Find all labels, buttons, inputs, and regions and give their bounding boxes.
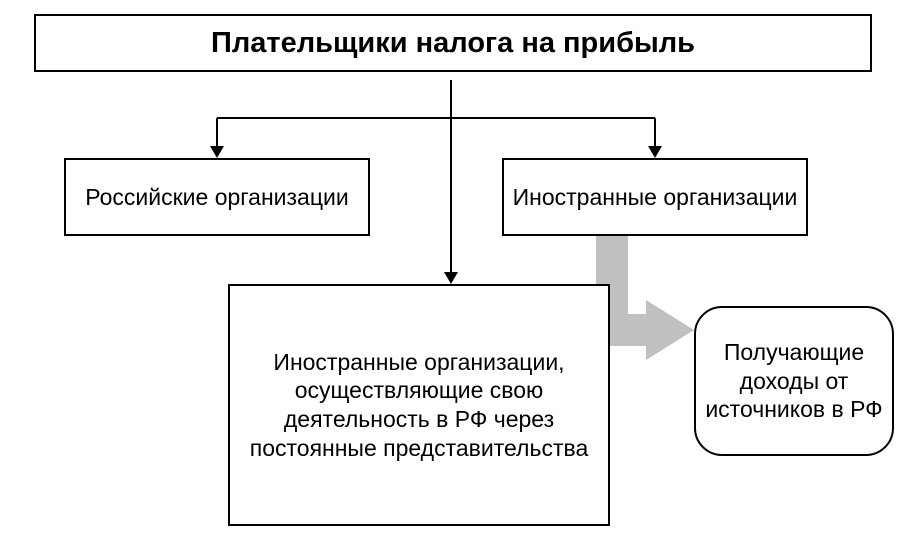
- node-root-label: Плательщики налога на прибыль: [211, 25, 695, 61]
- node-foreign-perm-label: Иностранные организации, осуществляющие …: [238, 348, 600, 463]
- node-foreign-income-label: Получающие доходы от источников в РФ: [700, 338, 888, 424]
- node-foreign-income: Получающие доходы от источников в РФ: [694, 306, 894, 456]
- node-foreign-perm: Иностранные организации, осуществляющие …: [228, 284, 610, 526]
- thick-arrow: [612, 236, 694, 360]
- node-root: Плательщики налога на прибыль: [34, 14, 872, 72]
- node-foreign-label: Иностранные организации: [513, 183, 798, 212]
- node-russian-label: Российские организации: [85, 183, 348, 212]
- node-foreign: Иностранные организации: [502, 158, 808, 236]
- node-russian: Российские организации: [64, 158, 370, 236]
